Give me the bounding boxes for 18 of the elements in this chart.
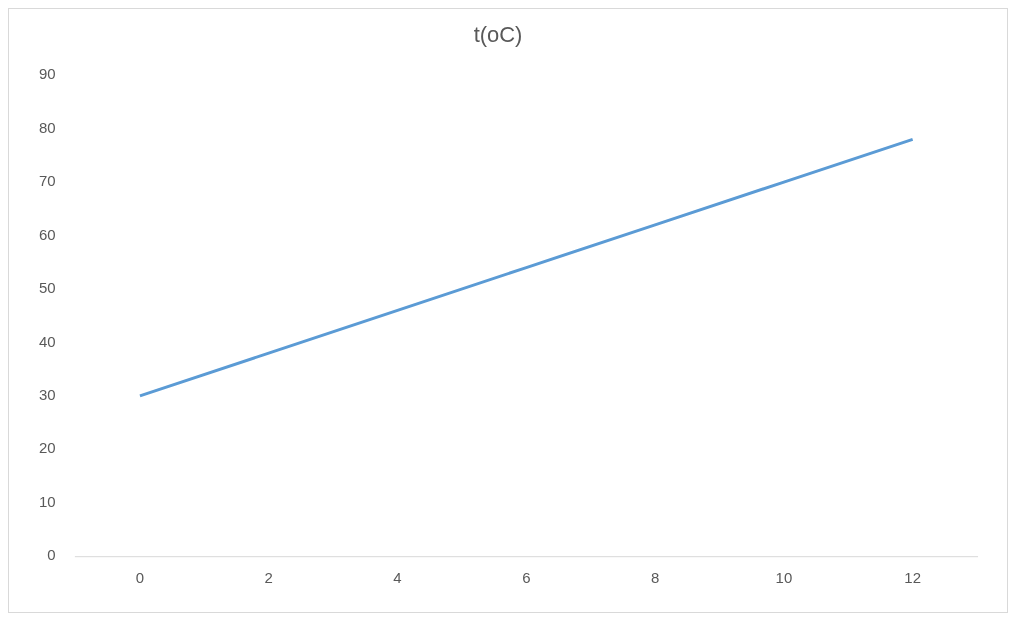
- y-tick-label: 90: [38, 65, 56, 83]
- x-tick-label: 10: [775, 569, 793, 587]
- y-tick-label: 40: [38, 332, 56, 350]
- y-tick-label: 10: [38, 492, 56, 510]
- y-tick-label: 30: [38, 385, 56, 403]
- x-tick-label: 8: [650, 569, 660, 587]
- y-tick-label: 60: [38, 225, 56, 243]
- x-tick-label: 2: [264, 569, 273, 587]
- y-tick-label: 0: [47, 546, 56, 564]
- chart-title: t(oC): [473, 22, 523, 48]
- x-tick-label: 0: [135, 569, 145, 587]
- x-tick-label: 4: [393, 569, 402, 587]
- y-tick-label: 50: [38, 279, 56, 297]
- y-tick-label: 70: [38, 172, 56, 190]
- x-tick-label: 6: [522, 569, 531, 587]
- y-tick-label: 80: [38, 118, 56, 136]
- x-tick-label: 12: [904, 569, 921, 587]
- y-tick-label: 20: [38, 439, 56, 457]
